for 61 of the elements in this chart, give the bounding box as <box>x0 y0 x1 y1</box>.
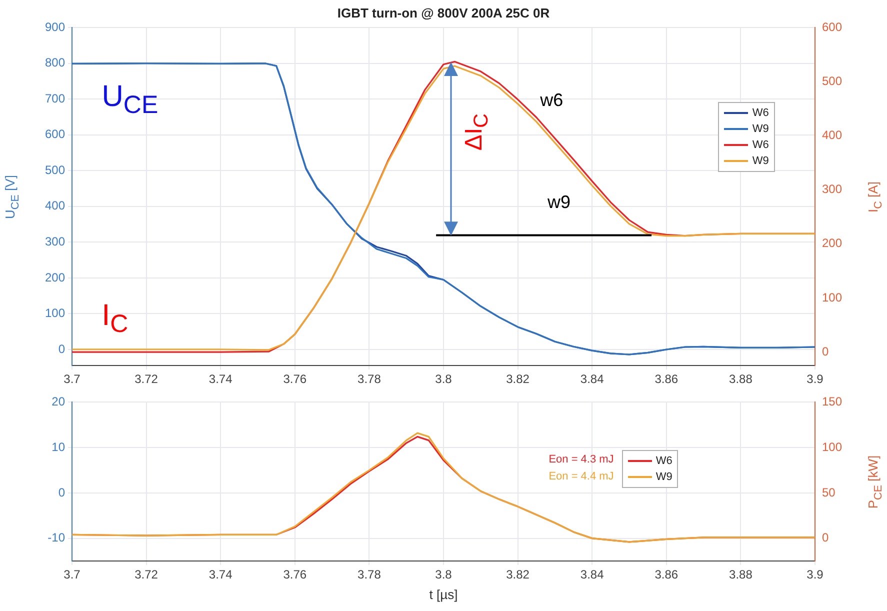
y2-tick-label: 400 <box>822 128 842 142</box>
x-tick-label: 3.76 <box>283 568 307 582</box>
x-tick-label: 3.82 <box>506 372 530 386</box>
y-tick-label: 300 <box>44 234 66 249</box>
annotation: Eon = 4.4 mJ <box>548 470 614 482</box>
y-tick-label: 900 <box>44 20 66 34</box>
legend-label: W9 <box>656 470 672 483</box>
y2-tick-label: 100 <box>822 290 842 304</box>
x-axis-title: t [µs] <box>429 586 458 602</box>
x-tick-label: 3.86 <box>654 568 678 582</box>
y2-tick-label: 100 <box>822 440 842 454</box>
y-tick-label: 10 <box>52 440 66 454</box>
y-tick-label: 500 <box>44 162 66 177</box>
x-tick-label: 3.8 <box>435 568 452 582</box>
x-tick-label: 3.9 <box>806 372 824 386</box>
y-tick-label: 600 <box>44 127 66 142</box>
y2-tick-label: 150 <box>822 394 842 409</box>
x-tick-label: 3.7 <box>64 568 81 582</box>
chart-title: IGBT turn-on @ 800V 200A 25C 0R <box>337 5 550 20</box>
y-tick-label: 400 <box>44 198 66 213</box>
y2-tick-label: 0 <box>822 344 829 358</box>
y-tick-label: 200 <box>44 270 66 284</box>
annotation: w9 <box>548 192 571 212</box>
x-tick-label: 3.88 <box>729 372 753 386</box>
legend-label: W6 <box>656 454 672 467</box>
x-tick-label: 3.82 <box>506 568 530 582</box>
y-tick-label: 800 <box>44 56 66 70</box>
y-tick-label: -10 <box>48 530 66 545</box>
x-tick-label: 3.78 <box>358 568 382 582</box>
x-tick-label: 3.86 <box>654 372 678 386</box>
annotation: w6 <box>540 90 564 110</box>
legend-label: W9 <box>752 122 769 135</box>
annotation: I$_{C}$ <box>102 298 128 338</box>
y-tick-label: 100 <box>44 306 66 320</box>
x-tick-label: 3.88 <box>729 568 753 582</box>
x-tick-label: 3.8 <box>435 372 452 386</box>
annotation: U$_{CE}$ <box>102 80 158 120</box>
x-tick-label: 3.9 <box>806 568 824 582</box>
legend-label: W6 <box>752 138 769 151</box>
x-tick-label: 3.78 <box>358 372 382 386</box>
y-tick-label: 700 <box>44 91 66 106</box>
y2-tick-label: 600 <box>822 20 842 34</box>
x-tick-label: 3.74 <box>208 568 233 582</box>
x-tick-label: 3.7 <box>64 372 81 386</box>
y2-tick-label: 0 <box>822 530 829 545</box>
y2-tick-label: 500 <box>822 74 842 88</box>
legend-label: W9 <box>752 154 769 167</box>
annotation: Eon = 4.3 mJ <box>548 453 614 466</box>
x-tick-label: 3.84 <box>580 568 604 582</box>
x-tick-label: 3.72 <box>134 372 158 386</box>
x-tick-label: 3.76 <box>283 372 307 386</box>
y-tick-label: 20 <box>52 394 66 409</box>
x-tick-label: 3.84 <box>580 372 604 386</box>
y2-tick-label: 50 <box>822 485 836 500</box>
x-tick-label: 3.74 <box>208 372 233 386</box>
y2-tick-label: 200 <box>822 236 842 250</box>
legend-label: W6 <box>752 106 769 119</box>
y-tick-label: 0 <box>58 485 66 500</box>
x-tick-label: 3.72 <box>134 568 158 582</box>
y2-tick-label: 300 <box>822 182 842 196</box>
y-tick-label: 0 <box>58 342 66 356</box>
